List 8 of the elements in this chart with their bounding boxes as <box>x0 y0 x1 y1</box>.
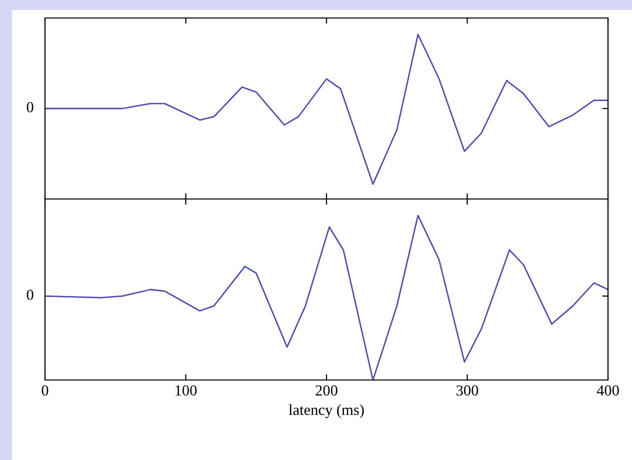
x-tick-label: 0 <box>42 385 48 396</box>
x-tick-label: 300 <box>456 385 478 396</box>
x-axis-title: latency (ms) <box>288 404 364 418</box>
x-tick-label: 400 <box>596 385 619 396</box>
annotation: 0 <box>26 290 34 300</box>
annotation: 0 <box>26 102 34 112</box>
x-tick-label: 200 <box>316 385 338 396</box>
x-tick-label: 100 <box>176 385 197 396</box>
